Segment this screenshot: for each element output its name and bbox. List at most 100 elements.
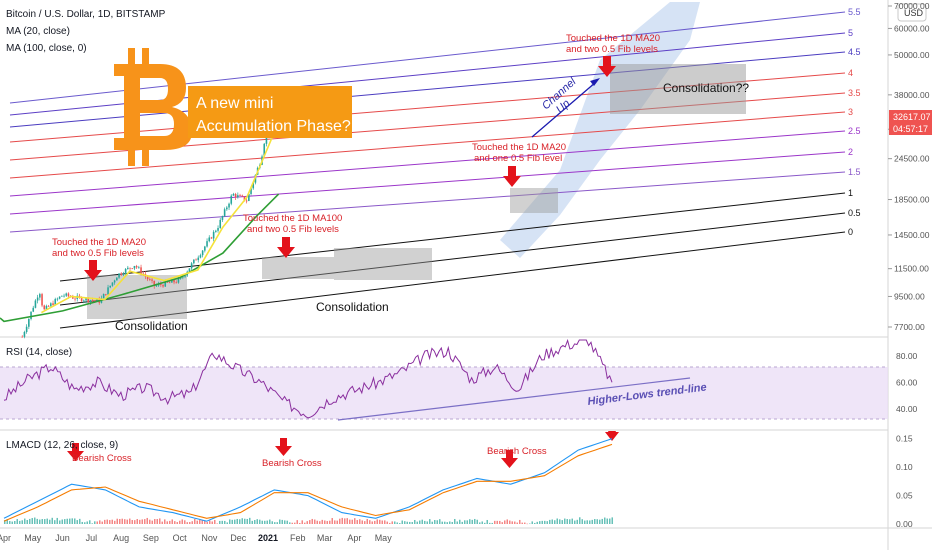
histogram-bar: [224, 520, 226, 524]
histogram-bar: [609, 518, 611, 524]
histogram-bar: [176, 522, 178, 524]
histogram-bar: [611, 517, 613, 524]
histogram-bar: [189, 522, 191, 524]
histogram-bar: [259, 519, 261, 524]
histogram-bar: [66, 518, 68, 524]
candle: [204, 246, 206, 251]
candle: [80, 297, 83, 302]
histogram-bar: [516, 522, 518, 524]
histogram-bar: [386, 521, 388, 524]
histogram-bar: [354, 518, 356, 524]
histogram-bar: [436, 520, 438, 524]
histogram-bar: [179, 520, 181, 524]
rsi-legend[interactable]: RSI (14, close): [6, 347, 72, 358]
price-tick-label: 18500.00: [894, 195, 930, 205]
histogram-bar: [104, 519, 106, 524]
histogram-bar: [551, 519, 553, 524]
histogram-bar: [276, 522, 278, 524]
histogram-bar: [101, 521, 103, 524]
histogram-bar: [421, 519, 423, 524]
ma20-legend[interactable]: MA (20, close): [6, 26, 70, 37]
histogram-bar: [214, 520, 216, 524]
consolidation-label-1: Consolidation: [115, 319, 188, 333]
histogram-bar: [239, 519, 241, 524]
time-tick-label: Oct: [173, 533, 188, 543]
candle: [118, 273, 120, 278]
histogram-bar: [26, 520, 28, 524]
histogram-bar: [579, 517, 581, 524]
histogram-bar: [499, 520, 501, 524]
arrow-down-icon: [598, 56, 616, 77]
ma100-line: [0, 193, 280, 323]
histogram-bar: [506, 519, 508, 524]
histogram-bar: [61, 519, 63, 524]
candle: [160, 283, 162, 286]
histogram-bar: [416, 521, 418, 524]
candle: [234, 193, 237, 198]
histogram-bar: [196, 520, 198, 524]
fib-label: 3: [848, 107, 853, 117]
time-tick-label: 2021: [258, 533, 278, 543]
histogram-bar: [4, 520, 6, 524]
candle: [85, 298, 87, 301]
histogram-bar: [94, 521, 96, 524]
candle: [208, 237, 211, 242]
histogram-bar: [51, 517, 53, 524]
macd-axis-ticks: 0.15 0.10 0.05 0.00: [896, 434, 913, 529]
time-axis-ticks: Apr May Jun Jul Aug Sep Oct Nov Dec 2021 Feb Mar Apr…: [0, 533, 392, 543]
histogram-bar: [341, 517, 343, 524]
histogram-bar: [431, 521, 433, 524]
lmacd-legend[interactable]: LMACD (12, 26, close, 9): [6, 440, 118, 451]
candle: [201, 250, 204, 256]
histogram-bar: [29, 518, 31, 524]
histogram-bar: [24, 518, 26, 524]
histogram-bar: [509, 520, 511, 524]
histogram-bar: [454, 518, 456, 524]
histogram-bar: [264, 520, 266, 524]
histogram-bar: [301, 520, 303, 524]
histogram-bar: [299, 522, 301, 524]
histogram-bar: [31, 518, 33, 524]
candle: [30, 311, 32, 319]
ma20-line: [41, 121, 280, 314]
candle: [164, 281, 167, 287]
rsi-tick-label: 40.00: [896, 404, 918, 414]
histogram-bar: [441, 521, 443, 524]
currency-button[interactable]: [897, 3, 927, 22]
histogram-bar: [369, 520, 371, 524]
callout-line-1: A new mini: [196, 95, 273, 112]
histogram-bar: [296, 520, 298, 524]
fib-line-1.5: [9, 171, 846, 233]
candle: [74, 298, 76, 300]
histogram-bar: [566, 519, 568, 524]
time-tick-label: Apr: [347, 533, 361, 543]
histogram-bar: [439, 519, 441, 524]
candle: [61, 295, 63, 297]
histogram-bar: [124, 519, 126, 524]
histogram-bar: [144, 519, 146, 524]
candle: [173, 279, 175, 283]
histogram-bar: [249, 517, 251, 524]
ma100-legend[interactable]: MA (100, close, 0): [6, 43, 87, 54]
macd-tick-label: 0.00: [896, 519, 913, 529]
candle: [67, 293, 70, 297]
histogram-bar: [304, 522, 306, 524]
histogram-bar: [261, 520, 263, 524]
histogram-bar: [269, 519, 271, 524]
price-tick-label: 14500.00: [894, 230, 930, 240]
macd-tick-label: 0.05: [896, 491, 913, 501]
histogram-bar: [141, 519, 143, 524]
histogram-bar: [294, 522, 296, 524]
histogram-bar: [19, 520, 21, 524]
consolidation-label-3: Consolidation??: [663, 81, 749, 95]
histogram-bar: [426, 521, 428, 524]
histogram-bar: [76, 520, 78, 524]
candle: [109, 285, 112, 288]
histogram-bar: [324, 520, 326, 524]
candle: [190, 263, 193, 269]
arrow-down-icon: [605, 431, 619, 441]
histogram-bar: [446, 522, 448, 524]
annotation-touch-3b: and one 0.5 Fib level: [474, 153, 562, 164]
histogram-bar: [206, 521, 208, 524]
